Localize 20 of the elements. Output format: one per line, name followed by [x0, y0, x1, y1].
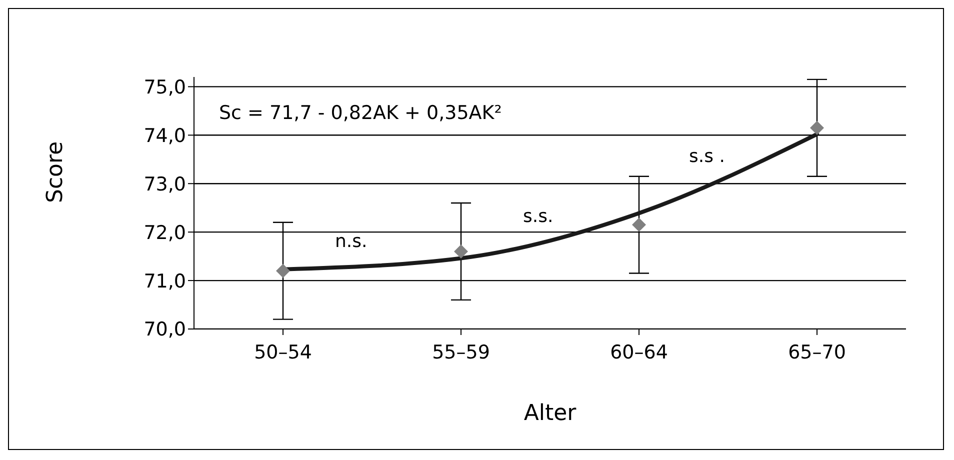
y-tick-label: 72,0 [144, 222, 186, 244]
annotation: Sc = 71,7 - 0,82AK + 0,35AK² [219, 102, 502, 124]
y-tick-label: 74,0 [144, 124, 186, 147]
y-tick-label: 70,0 [144, 318, 186, 341]
point [454, 244, 468, 258]
y-tick-label: 75,0 [144, 76, 186, 98]
annotation: s.s . [689, 146, 725, 167]
point [276, 264, 290, 278]
point [810, 120, 824, 135]
annotation: s.s. [523, 206, 554, 227]
x-tick-label: 65–70 [788, 341, 846, 364]
y-tick-label: 71,0 [144, 270, 186, 292]
y-tick-label: 73,0 [144, 173, 186, 196]
x-tick-label: 60–64 [610, 341, 668, 364]
annotation: n.s. [335, 231, 368, 252]
x-tick-label: 55–59 [432, 341, 490, 364]
point [632, 218, 646, 232]
x-axis-title: Alter [524, 401, 578, 426]
y-axis-title: Score [42, 141, 68, 203]
x-tick-label: 50–54 [254, 341, 312, 364]
